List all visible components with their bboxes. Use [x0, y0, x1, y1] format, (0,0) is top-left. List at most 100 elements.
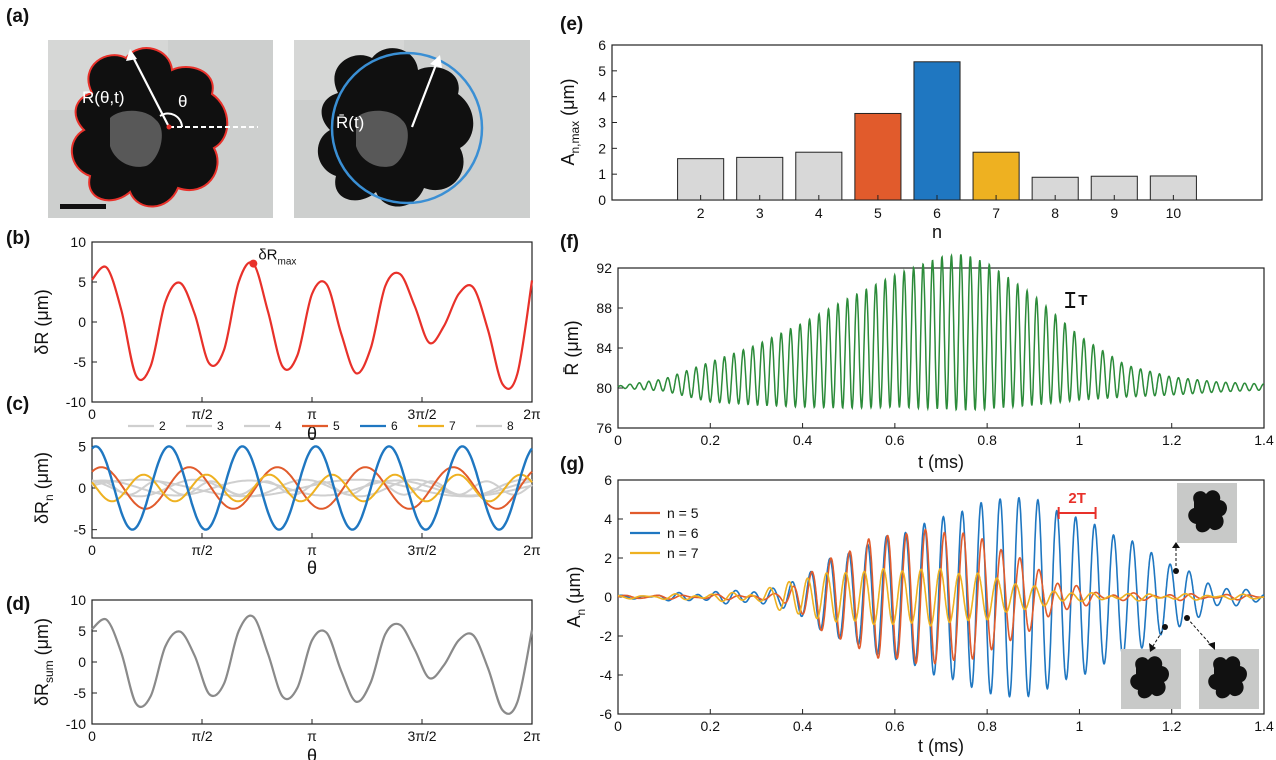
x-tick-label: 0.2	[701, 432, 721, 448]
x-tick-label: 2π	[523, 728, 541, 744]
series-line	[91, 261, 534, 390]
x-tick-label: π	[307, 406, 317, 422]
period-marker-label: T	[1078, 292, 1087, 309]
y-tick-label: -6	[600, 706, 613, 722]
y-tick-label: 4	[598, 89, 606, 105]
y-tick-label: 10	[70, 592, 86, 608]
y-tick-label: 0	[604, 589, 612, 605]
y-axis-label: δRsum (μm)	[32, 618, 56, 706]
x-tick-label: 0	[614, 432, 622, 448]
x-tick-label: 10	[1166, 205, 1182, 221]
panel-label-d: (d)	[6, 594, 30, 615]
y-axis-label: δR (μm)	[32, 289, 52, 354]
x-tick-label: 2π	[523, 542, 541, 558]
series-line-n7	[618, 567, 1265, 627]
x-axis-label: t (ms)	[918, 452, 964, 472]
x-tick-label: 0.6	[885, 718, 905, 734]
x-tick-label: 0.8	[977, 432, 997, 448]
plot-frame	[91, 437, 533, 539]
bar-n5	[854, 112, 902, 201]
y-axis-label-main: δR	[32, 501, 52, 524]
y-tick-label: 1	[598, 166, 606, 182]
y-tick-label: -5	[74, 522, 87, 538]
max-annotation-sub: max	[278, 257, 297, 268]
legend-label: 4	[275, 419, 282, 433]
max-point-marker	[249, 259, 258, 268]
y-tick-label: 0	[78, 480, 86, 496]
y-tick-label: -5	[74, 685, 87, 701]
inset-images	[1121, 483, 1259, 709]
x-tick-label: 0.6	[885, 432, 905, 448]
y-axis-label-unit: (μm)	[564, 566, 584, 608]
y-tick-label: 88	[596, 300, 612, 316]
bar-n6	[913, 61, 961, 201]
y-tick-label: 5	[78, 623, 86, 639]
bar-n3	[736, 156, 784, 201]
x-tick-label: 0.2	[701, 718, 721, 734]
panel-label-a: (a)	[6, 6, 29, 27]
series-line	[617, 253, 1265, 412]
max-annotation-main: δR	[258, 247, 277, 264]
legend-label: n = 7	[667, 545, 699, 561]
x-tick-label: 0	[88, 406, 96, 422]
y-tick-label: 0	[598, 192, 606, 208]
legend-label: 7	[449, 419, 456, 433]
x-tick-label: 1.2	[1162, 718, 1182, 734]
y-tick-label: -10	[66, 716, 86, 732]
y-axis-label-main: A	[564, 616, 584, 628]
series-line-n6	[617, 497, 1265, 698]
x-tick-label: 7	[992, 205, 1000, 221]
x-tick-label: 2	[697, 205, 705, 221]
panel-label-e: (e)	[560, 14, 583, 35]
y-tick-label: 6	[604, 472, 612, 488]
panel-f-plot: 92 88 84 80 760 0.2 0.4 0.6 0.8 1 1.2 1.4 t (ms) R̄ (…	[562, 253, 1274, 472]
y-tick-label: 84	[596, 340, 612, 356]
bar-n7	[972, 151, 1020, 201]
y-tick-label: -10	[66, 394, 86, 410]
y-tick-label: 10	[70, 234, 86, 250]
x-tick-label: 1.2	[1162, 432, 1182, 448]
x-tick-label: 1.4	[1254, 432, 1274, 448]
x-tick-label: 3π/2	[407, 406, 436, 422]
x-tick-label: 1	[1076, 432, 1084, 448]
y-tick-label: 5	[78, 274, 86, 290]
plot-frame	[91, 241, 533, 403]
y-axis-label-main: R̄ (μm)	[562, 320, 582, 375]
y-tick-label: -5	[74, 354, 87, 370]
y-tick-label: 5	[598, 63, 606, 79]
y-tick-label: 3	[598, 115, 606, 131]
x-tick-label: 4	[815, 205, 823, 221]
x-tick-label: 0.4	[793, 718, 813, 734]
y-axis-label-sub: n	[574, 609, 588, 616]
legend-label: n = 5	[667, 505, 699, 521]
panel-label-b: (b)	[6, 228, 30, 249]
y-tick-label: -2	[600, 628, 613, 644]
theta-label: θ	[178, 92, 187, 111]
series-line-n7	[91, 473, 533, 503]
plot-frame	[91, 599, 533, 725]
y-tick-label: 80	[596, 380, 612, 396]
y-axis-label-sub: n	[42, 494, 56, 501]
mean-radius-circle	[330, 51, 484, 205]
x-tick-label: 0.4	[793, 432, 813, 448]
period-marker-label: 2T	[1068, 490, 1086, 507]
y-axis-label-main: δR (μm)	[32, 289, 52, 354]
x-tick-label: 2π	[523, 406, 541, 422]
bubble-image-right: R̄(t)	[294, 40, 530, 218]
series-line-n6	[91, 445, 533, 531]
y-tick-label: 4	[604, 511, 612, 527]
y-axis-label: An (μm)	[564, 566, 588, 627]
x-tick-label: 0	[88, 728, 96, 744]
y-axis-label-sub: sum	[42, 660, 56, 683]
series-line-n8	[91, 480, 533, 496]
x-tick-label: π/2	[191, 728, 213, 744]
panel-label-c: (c)	[6, 394, 29, 415]
y-axis-label-unit: (μm)	[558, 78, 578, 120]
x-tick-label: 6	[933, 205, 941, 221]
x-tick-label: 0.8	[977, 718, 997, 734]
